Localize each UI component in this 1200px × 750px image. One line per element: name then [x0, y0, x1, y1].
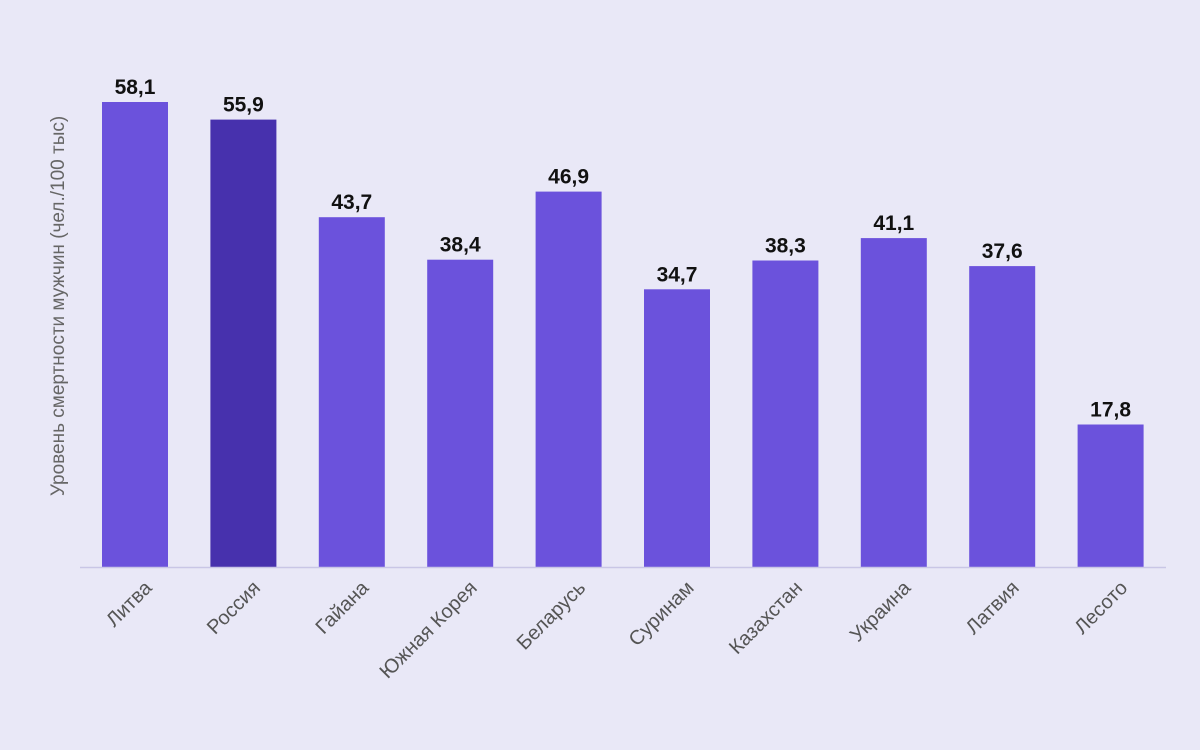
- category-label: Литва: [102, 576, 157, 631]
- category-label: Суринам: [625, 577, 699, 651]
- bar-value-label: 43,7: [331, 191, 372, 214]
- bar: [1077, 424, 1144, 567]
- category-label: Казахстан: [725, 577, 807, 659]
- bar: [644, 289, 710, 567]
- bar-value-label: 58,1: [115, 76, 156, 99]
- bar-value-label: 17,8: [1090, 399, 1131, 422]
- category-labels-group: Литва Россия Гайана Южная Корея Беларусь Сури…: [102, 576, 1132, 683]
- bar: [427, 259, 494, 567]
- bar: [752, 260, 819, 567]
- bar-value-label: 38,4: [440, 234, 481, 257]
- bar-value-label: 38,3: [765, 235, 806, 258]
- category-label: Гайана: [312, 576, 374, 638]
- category-label: Украина: [846, 576, 916, 646]
- bar-value-label: 46,9: [548, 166, 589, 189]
- category-label: Беларусь: [513, 577, 590, 654]
- category-label: Лесото: [1070, 577, 1132, 639]
- bar: [210, 119, 277, 567]
- value-labels-group: 58,1 55,9 43,7 38,4 46,9 34,7 38,3 41,1 37,6 17,8: [115, 76, 1132, 422]
- bar: [102, 102, 168, 567]
- category-label: Латвия: [962, 577, 1024, 639]
- bar: [318, 217, 385, 567]
- category-label: Южная Корея: [376, 577, 482, 683]
- bar: [535, 191, 602, 567]
- bar-value-label: 55,9: [223, 94, 264, 117]
- bar: [860, 238, 927, 567]
- bar: [969, 266, 1036, 567]
- bars-group: [102, 102, 1144, 567]
- bar-value-label: 37,6: [982, 240, 1023, 263]
- y-axis-title: Уровень смертности мужчин (чел./100 тыс): [48, 116, 69, 496]
- bar-value-label: 41,1: [873, 212, 914, 235]
- bar-value-label: 34,7: [657, 263, 698, 286]
- category-label: Россия: [203, 577, 265, 639]
